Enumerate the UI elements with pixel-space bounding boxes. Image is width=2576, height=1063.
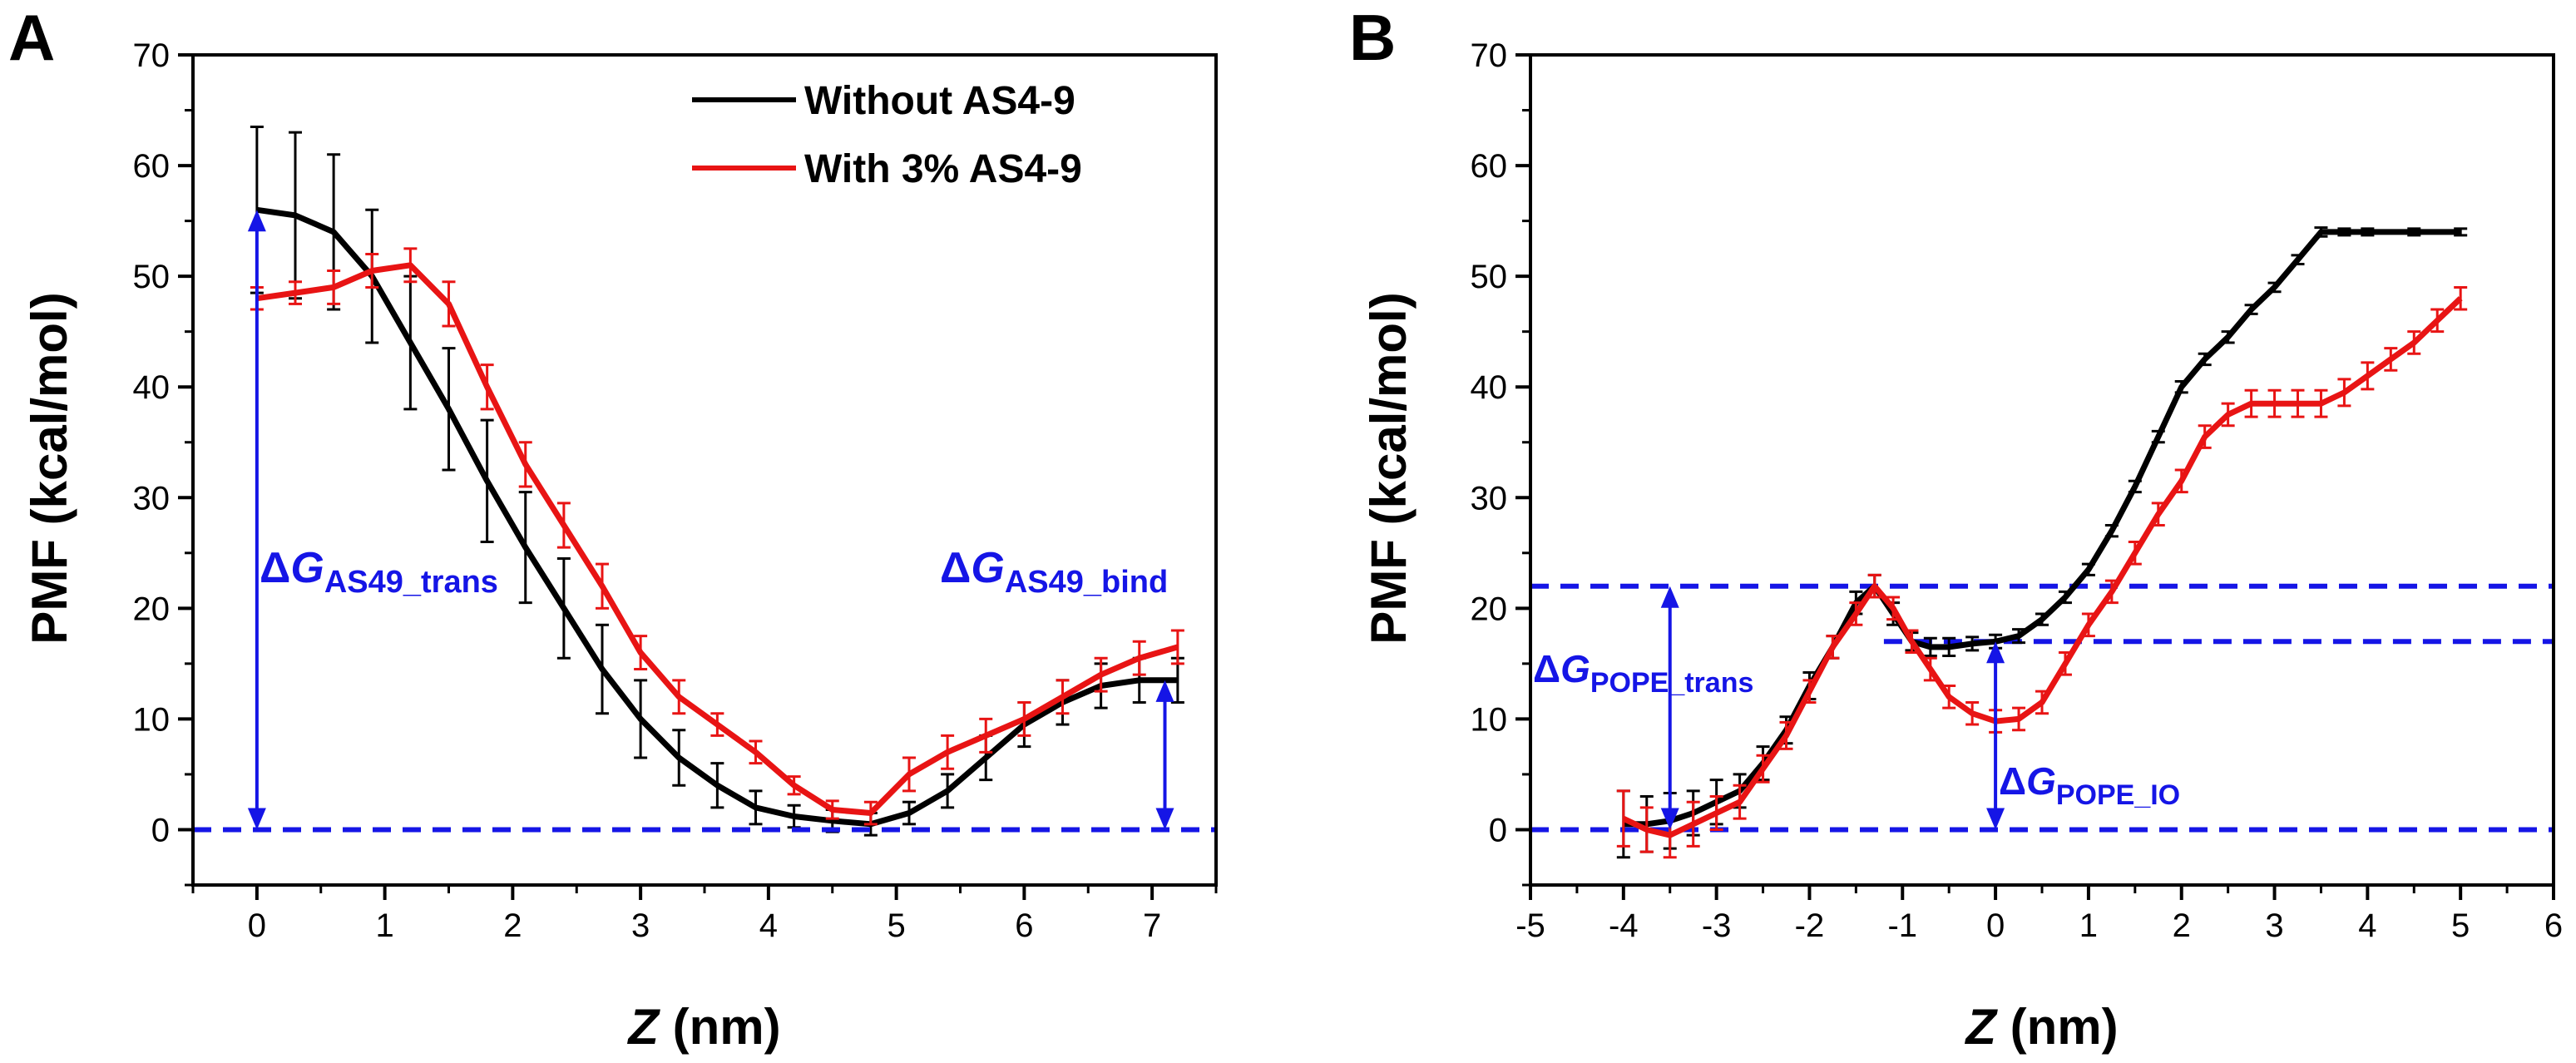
dg-pope-io-subscript: POPE_IO bbox=[2056, 779, 2180, 811]
dg-pope-io-arrow-head-down bbox=[1986, 808, 2005, 830]
x-tick-label: 3 bbox=[2265, 907, 2283, 944]
dg-trans-g: G bbox=[290, 544, 324, 592]
dg-trans-arrow-head-down bbox=[247, 808, 266, 830]
y-tick-label: 10 bbox=[133, 701, 171, 738]
x-tick-label: 1 bbox=[2079, 907, 2098, 944]
series-line bbox=[1623, 229, 2461, 828]
dg-bind-g: G bbox=[971, 544, 1004, 592]
panel-a-letter: A bbox=[8, 1, 55, 74]
x-tick-label: 2 bbox=[2173, 907, 2191, 944]
dg-bind-delta: Δ bbox=[940, 544, 971, 592]
series-with-3pct-as4-9 bbox=[1616, 285, 2468, 859]
y-tick-label: 50 bbox=[133, 259, 171, 295]
dg-pope-trans-annotation bbox=[1660, 586, 1679, 830]
dg-bind-arrow-head-up bbox=[1155, 680, 1174, 702]
y-tick-label: 60 bbox=[1471, 148, 1508, 185]
series-with-3pct-as4-9 bbox=[250, 247, 1184, 826]
dg-trans-label: ΔGAS49_trans bbox=[260, 544, 498, 600]
y-tick-label: 10 bbox=[1471, 701, 1508, 738]
dg-trans-arrow-head-up bbox=[247, 210, 266, 232]
x-tick-label: 0 bbox=[248, 907, 266, 944]
x-tick-label: 2 bbox=[503, 907, 522, 944]
y-tick-label: 0 bbox=[151, 812, 170, 848]
x-tick-label: 6 bbox=[1015, 907, 1033, 944]
y-tick-label: 0 bbox=[1489, 812, 1507, 848]
y-tick-label: 70 bbox=[133, 37, 171, 74]
x-tick-label: 6 bbox=[2544, 907, 2563, 944]
panel-a-legend: Without AS4-9 With 3% AS4-9 bbox=[692, 79, 1082, 191]
x-tick-label: -2 bbox=[1795, 907, 1825, 944]
dg-pope-io-label: ΔGPOPE_IO bbox=[1999, 759, 2180, 811]
y-tick-label: 20 bbox=[1471, 591, 1508, 627]
dg-pope-io-arrow-head-up bbox=[1986, 641, 2005, 664]
dg-pope-trans-arrow-head-down bbox=[1660, 808, 1679, 830]
dg-trans-subscript: AS49_trans bbox=[324, 565, 498, 600]
legend-label-with: With 3% AS4-9 bbox=[804, 147, 1082, 191]
y-tick-label: 40 bbox=[133, 369, 171, 406]
dg-bind-subscript: AS49_bind bbox=[1005, 565, 1168, 600]
dg-bind-annotation bbox=[1155, 680, 1174, 830]
x-tick-label: -5 bbox=[1515, 907, 1545, 944]
y-tick-label: 60 bbox=[133, 148, 171, 185]
dg-pope-trans-g: G bbox=[1560, 647, 1590, 690]
y-tick-label: 30 bbox=[133, 480, 171, 517]
panel-a-y-axis-title: PMF (kcal/mol) bbox=[22, 292, 77, 644]
x-tick-label: 0 bbox=[1986, 907, 2005, 944]
series-line bbox=[1622, 296, 2463, 838]
panel-b-y-axis-title: PMF (kcal/mol) bbox=[1361, 292, 1417, 644]
x-tick-label: 3 bbox=[631, 907, 650, 944]
y-tick-label: 40 bbox=[1471, 369, 1508, 406]
y-tick-label: 70 bbox=[1471, 37, 1508, 74]
dg-trans-delta: Δ bbox=[260, 544, 290, 592]
x-tick-label: 4 bbox=[759, 907, 778, 944]
panel-b-x-axis-title: Z (nm) bbox=[1964, 999, 2118, 1055]
x-tick-label: -4 bbox=[1609, 907, 1639, 944]
x-tick-label: 4 bbox=[2358, 907, 2376, 944]
y-tick-label: 30 bbox=[1471, 480, 1508, 517]
dg-bind-label: ΔGAS49_bind bbox=[940, 544, 1168, 600]
dg-pope-io-annotation bbox=[1986, 641, 2005, 830]
y-tick-label: 20 bbox=[133, 591, 171, 627]
panel-a-x-axis-title: Z (nm) bbox=[626, 999, 780, 1055]
panel-b-letter: B bbox=[1349, 1, 1396, 74]
dg-pope-io-delta: Δ bbox=[1999, 759, 2026, 803]
dg-pope-trans-subscript: POPE_trans bbox=[1590, 667, 1754, 699]
dg-pope-io-g: G bbox=[2026, 759, 2056, 803]
series-line bbox=[256, 262, 1179, 816]
dg-trans-annotation bbox=[247, 210, 266, 830]
x-tick-label: 7 bbox=[1143, 907, 1161, 944]
panel-a: A ΔGAS49_trans ΔGAS49_bind 0 1 2 3 4 5 6 7010203… bbox=[8, 1, 1218, 1055]
y-tick-label: 50 bbox=[1471, 259, 1508, 295]
dg-pope-trans-label: ΔGPOPE_trans bbox=[1533, 647, 1753, 699]
x-tick-label: 5 bbox=[888, 907, 906, 944]
dg-pope-trans-arrow-head-up bbox=[1660, 586, 1679, 608]
x-tick-label: -1 bbox=[1887, 907, 1917, 944]
x-tick-label: -3 bbox=[1702, 907, 1732, 944]
dg-pope-trans-delta: Δ bbox=[1533, 647, 1560, 690]
dg-bind-arrow-head-down bbox=[1155, 808, 1174, 830]
x-tick-label: 5 bbox=[2451, 907, 2470, 944]
legend-label-without: Without AS4-9 bbox=[804, 79, 1075, 123]
x-tick-label: 1 bbox=[376, 907, 394, 944]
